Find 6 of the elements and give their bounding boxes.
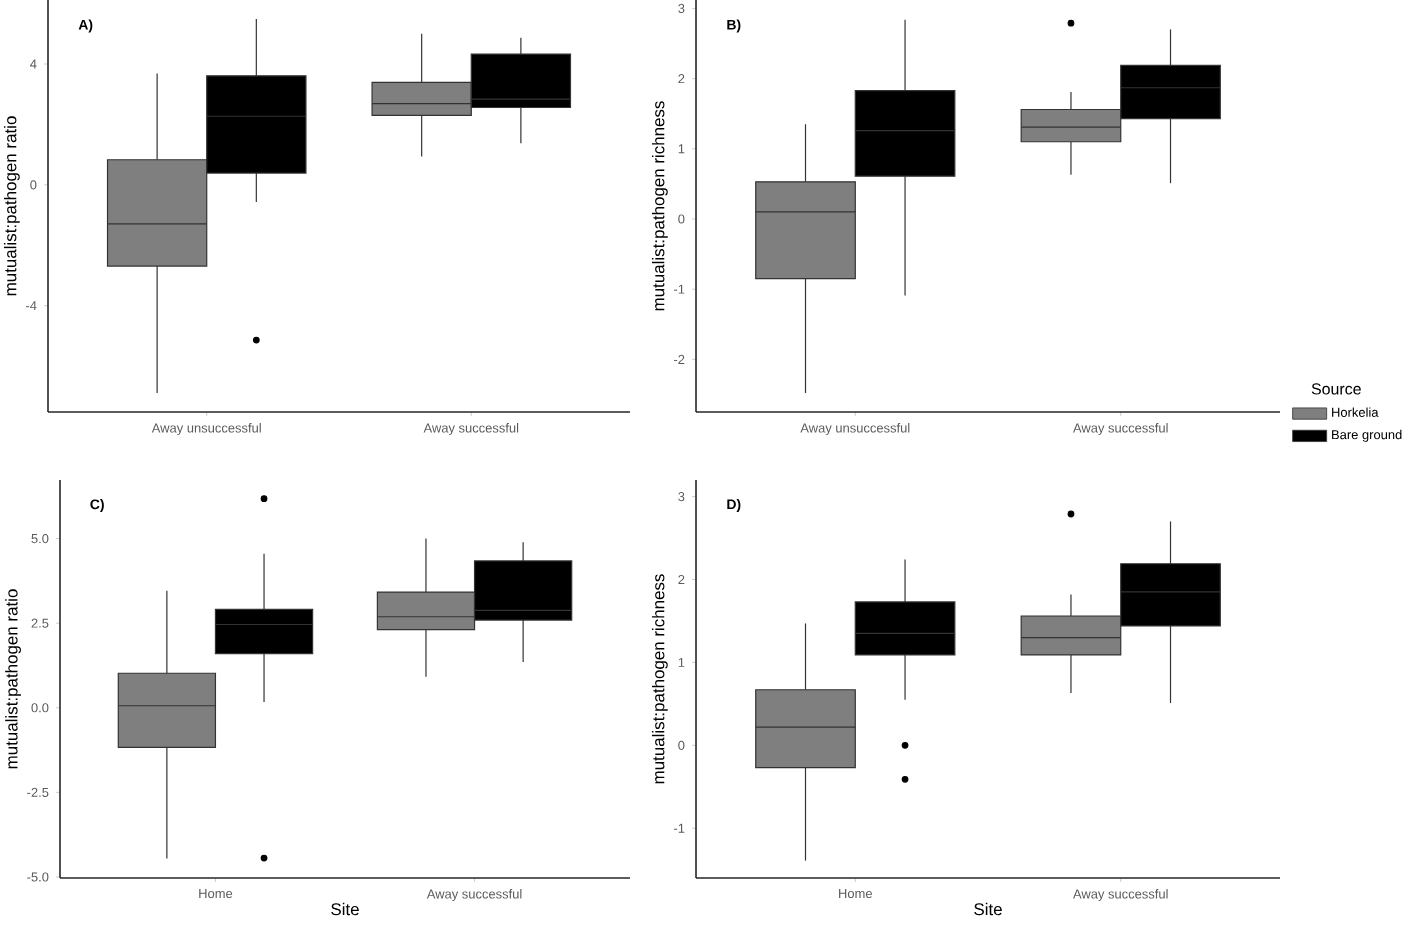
x-axis-title: Site xyxy=(974,902,1002,916)
y-axis-title: mutualist:pathogen richness xyxy=(651,574,668,784)
y-axis-title: mutualist:pathogen richness xyxy=(651,101,668,311)
x-axis-title: Site xyxy=(331,902,359,916)
y-axis-title: mutualist:pathogen ratio xyxy=(5,589,21,769)
y-axis-title: mutualist:pathogen ratio xyxy=(3,116,20,296)
